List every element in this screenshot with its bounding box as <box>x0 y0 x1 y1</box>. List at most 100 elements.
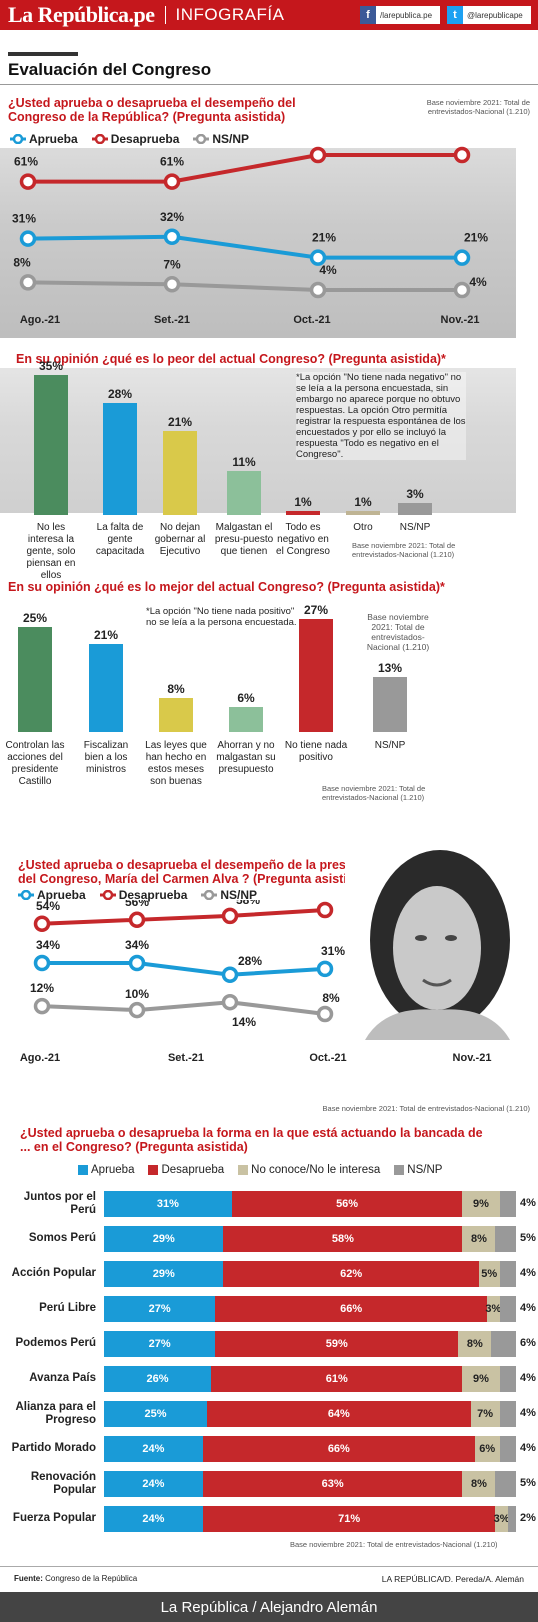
segment-2-0: 29% <box>104 1261 224 1287</box>
series-line-2 <box>41 1000 326 1016</box>
series-line-0 <box>27 234 462 260</box>
chart5-legend: Aprueba Desaprueba No conoce/No le interes… <box>78 1164 456 1176</box>
x-tick-label-0: Ago.-21 <box>20 1052 60 1064</box>
series-line-1 <box>28 153 462 184</box>
segment-6-1: 64% <box>207 1401 471 1427</box>
segment-4-1: 59% <box>215 1331 459 1357</box>
category-label-0: Controlan las acciones del presidente Ca… <box>5 740 65 787</box>
twitter-icon: t <box>447 6 463 24</box>
point-label-2-0: 12% <box>30 981 54 995</box>
credit-line: LA REPÚBLICA/D. Pereda/A. Alemán <box>381 1574 524 1584</box>
segment-5-1: 61% <box>211 1366 463 1392</box>
point-2-2 <box>221 993 239 1011</box>
segment-8-2: 8% <box>462 1471 496 1497</box>
segment-3-2: 3% <box>485 1296 501 1322</box>
bar-0 <box>18 627 52 732</box>
point-label-2-3: 8% <box>322 991 340 1005</box>
segment-0-2: 9% <box>462 1191 500 1217</box>
nsnp-label-7: 4% <box>520 1442 536 1454</box>
nsnp-label-5: 4% <box>520 1372 536 1384</box>
x-tick-label-1: Set.-21 <box>154 314 190 326</box>
brand-logo[interactable]: La República.pe <box>8 2 155 27</box>
category-label-0: No les interesa la gente, solo piensan e… <box>26 522 76 581</box>
point-label-1-0: 54% <box>36 900 60 913</box>
point-label-1-3: 75% <box>464 140 488 142</box>
chart1-legend: Aprueba Desaprueba NS/NP <box>10 132 263 146</box>
legend5-swatch-1 <box>148 1165 159 1175</box>
category-label-2: Las leyes que han hecho en estos meses s… <box>145 740 207 787</box>
category-label-1: Fiscalizan bien a los ministros <box>83 740 129 775</box>
segment-4-0: 27% <box>104 1331 216 1357</box>
legend5-item-0: Aprueba <box>78 1164 134 1176</box>
chart3-note: Base noviembre 2021: Total de entrevista… <box>322 784 426 802</box>
party-name-1: Somos Perú <box>28 1232 96 1244</box>
point-0-0 <box>33 954 51 972</box>
segment-9-1: 71% <box>202 1506 496 1532</box>
legend5-swatch-3 <box>394 1165 405 1175</box>
twitter-link[interactable]: t @larepublicape <box>447 6 531 24</box>
point-label-0-2: 28% <box>238 954 262 968</box>
point-2-0 <box>19 274 37 291</box>
legend4-nsnp-marker <box>201 890 218 900</box>
point-1-1 <box>128 911 146 929</box>
bar-6 <box>398 503 432 515</box>
bar-label-2: 21% <box>167 415 193 429</box>
bar-label-1: 21% <box>93 627 119 642</box>
segment-0-0: 31% <box>104 1191 232 1217</box>
point-label-2-0: 8% <box>13 255 31 269</box>
point-label-1-1: 61% <box>160 155 184 169</box>
chart2-title: En su opinión ¿qué es lo peor del actual… <box>16 352 446 366</box>
segment-1-0: 29% <box>104 1226 224 1252</box>
facebook-link[interactable]: f /larepublica.pe <box>360 6 440 24</box>
point-label-0-0: 31% <box>12 212 36 226</box>
legend5-swatch-2 <box>238 1165 249 1175</box>
segment-9-3 <box>507 1506 516 1532</box>
segment-5-3 <box>499 1366 516 1392</box>
segment-1-1: 58% <box>223 1226 463 1252</box>
category-label-5: Otro <box>353 522 373 533</box>
party-name-2: Acción Popular <box>11 1267 96 1279</box>
point-label-0-1: 34% <box>125 938 149 952</box>
legend4-nsnp: NS/NP <box>201 888 257 902</box>
legend-approve-marker <box>10 134 26 144</box>
point-1-2 <box>309 146 327 164</box>
segment-3-3 <box>499 1296 516 1322</box>
chart5-title: ¿Usted aprueba o desaprueba la forma en … <box>20 1126 483 1154</box>
category-label-6: NS/NP <box>399 522 431 533</box>
party-name-5: Avanza País <box>29 1372 96 1384</box>
segment-6-2: 7% <box>470 1401 500 1427</box>
point-label-0-3: 31% <box>321 944 345 958</box>
chart3-footnote: *La opción "No tiene nada positivo" no s… <box>146 606 297 628</box>
party-name-9: Fuerza Popular <box>12 1512 96 1524</box>
bar-0 <box>34 375 68 515</box>
bar-3 <box>227 471 261 515</box>
category-label-3: Ahorran y no malgastan su presupuesto <box>216 740 276 775</box>
source-line: Fuente: Congreso de la República <box>14 1574 138 1583</box>
nsnp-label-1: 5% <box>520 1232 536 1244</box>
nsnp-label-2: 4% <box>520 1267 536 1279</box>
chart1-note: Base noviembre 2021: Total de entrevista… <box>426 98 530 116</box>
x-tick-label-2: Oct.-21 <box>309 1052 346 1064</box>
chart3-title: En su opinión ¿qué es lo mejor del actua… <box>8 580 445 594</box>
segment-7-0: 24% <box>104 1436 203 1462</box>
bar-label-4: 1% <box>294 495 312 509</box>
point-label-1-1: 56% <box>125 900 149 909</box>
bar-4 <box>299 618 333 732</box>
footer-divider <box>0 1566 538 1567</box>
chart3-note-top: Base noviembre 2021: Total de entrevista… <box>366 612 430 652</box>
point-2-1 <box>163 276 181 293</box>
twitter-handle: @larepublicape <box>467 10 523 20</box>
facebook-icon: f <box>360 6 376 24</box>
bar-4 <box>286 511 320 515</box>
point-2-2 <box>309 281 327 299</box>
segment-3-1: 66% <box>215 1296 488 1322</box>
point-label-2-1: 10% <box>125 987 149 1001</box>
category-label-4: No tiene nada positivo <box>284 740 348 763</box>
nsnp-label-3: 4% <box>520 1302 536 1314</box>
bar-5 <box>346 511 380 515</box>
footer-bar: La República / Alejandro Alemán <box>0 1592 538 1622</box>
point-0-0 <box>19 230 37 247</box>
bar-label-5: 1% <box>354 495 372 509</box>
x-tick-label-3: Nov.-21 <box>453 1052 492 1064</box>
segment-8-3 <box>495 1471 516 1497</box>
